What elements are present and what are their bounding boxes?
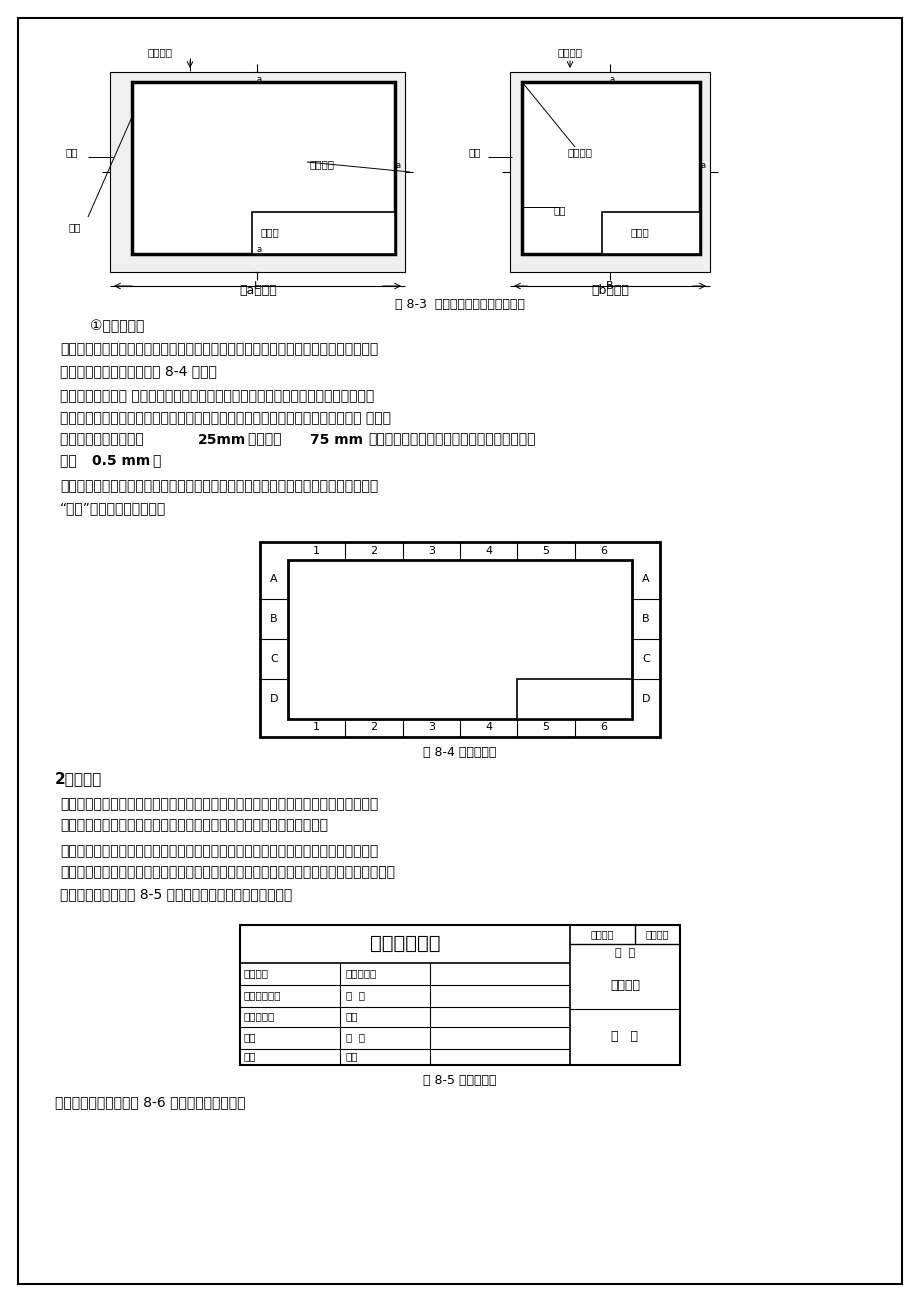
Bar	[516, 678, 631, 719]
Text: 3: 3	[427, 546, 435, 556]
Text: ，不大于: ，不大于	[248, 432, 286, 447]
Text: 目前我国尚没有统一规定标题栏的格式，各设计部门标题栏格式不一定相同。通常采用: 目前我国尚没有统一规定标题栏的格式，各设计部门标题栏格式不一定相同。通常采用	[60, 844, 378, 858]
Text: 周边: 周边	[469, 147, 481, 158]
Text: 2、标题栏: 2、标题栏	[55, 771, 102, 786]
Text: 电气工程图中常用图 8-5 所示标题栏格式，可供读者借鉴。: 电气工程图中常用图 8-5 所示标题栏格式，可供读者借鉴。	[60, 887, 292, 901]
Text: a: a	[395, 161, 400, 171]
Text: （a）横装: （a）横装	[239, 284, 277, 297]
Text: 对中符号: 对中符号	[567, 147, 592, 158]
Text: 6: 6	[599, 546, 607, 556]
Text: 区的长度一般应不小于: 区的长度一般应不小于	[60, 432, 148, 447]
Text: ①图纸的分区: ①图纸的分区	[90, 319, 144, 333]
Text: 图 8-5 标题栏格式: 图 8-5 标题栏格式	[423, 1074, 496, 1087]
Text: 描  图: 描 图	[346, 1032, 365, 1043]
Text: 制图: 制图	[346, 1012, 358, 1022]
Text: a: a	[699, 161, 705, 171]
Text: 5: 5	[542, 723, 549, 733]
Text: 设计单位名称: 设计单位名称	[369, 934, 440, 953]
Text: 6: 6	[599, 723, 607, 733]
Text: 75 mm: 75 mm	[310, 432, 363, 447]
Text: 图幅的分区，为了确定图中内容的位置及其他用途，往往需要将一些幅面较大的内容复: 图幅的分区，为了确定图中内容的位置及其他用途，往往需要将一些幅面较大的内容复	[60, 342, 378, 357]
Text: 图框: 图框	[69, 223, 81, 232]
Text: 2: 2	[370, 546, 377, 556]
Text: 工程名称: 工程名称	[590, 930, 614, 939]
Bar	[131, 82, 394, 254]
Text: 图 8-4 图幅的分区: 图 8-4 图幅的分区	[423, 746, 496, 759]
Text: C: C	[270, 654, 278, 664]
Bar	[110, 72, 404, 272]
Text: C: C	[641, 654, 649, 664]
Text: 4: 4	[484, 723, 492, 733]
Text: 专业工程师: 专业工程师	[244, 1012, 275, 1022]
Text: 图幅的分区方法是 等分图纸横向和紖向两边，紖边方向用大写拉丁字母编号，横边方: 图幅的分区方法是 等分图纸横向和紖向两边，紖边方向用大写拉丁字母编号，横边方	[60, 389, 374, 404]
Text: 图   号: 图 号	[611, 1030, 638, 1043]
Text: 设计计号: 设计计号	[645, 930, 668, 939]
Text: a: a	[256, 246, 261, 254]
Text: 1: 1	[312, 546, 320, 556]
Text: 5: 5	[542, 546, 549, 556]
Text: 小于: 小于	[60, 454, 81, 467]
Text: 标题栏: 标题栏	[630, 227, 649, 237]
Text: D: D	[641, 694, 650, 703]
Text: 设计总工程师: 设计总工程师	[244, 991, 281, 1000]
Text: （b）纻装: （b）纻装	[590, 284, 629, 297]
Text: 日期: 日期	[244, 1052, 256, 1061]
Text: 。: 。	[152, 454, 160, 467]
Text: D: D	[269, 694, 278, 703]
Text: B: B	[606, 281, 613, 292]
Text: 对中符号: 对中符号	[310, 159, 335, 169]
Text: 图纸分区后，相当于在图样上建立了一个坐标。电气图上的元件和连接线的位置可由此: 图纸分区后，相当于在图样上建立了一个坐标。电气图上的元件和连接线的位置可由此	[60, 479, 378, 493]
Text: 周边: 周边	[65, 147, 78, 158]
Bar	[521, 82, 699, 254]
Text: “坐标”而唯一地确定下来。: “坐标”而唯一地确定下来。	[60, 501, 166, 516]
Text: 比例: 比例	[346, 1052, 358, 1061]
Text: 1: 1	[312, 723, 320, 733]
Text: A: A	[270, 574, 278, 585]
Text: 0.5 mm: 0.5 mm	[92, 454, 150, 467]
Bar	[601, 212, 699, 254]
Bar	[252, 212, 394, 254]
Text: 向用阿拉伯数字编号，编号的顺序应从标题栏相对的左上角开始，分区数应为偶数 每一分: 向用阿拉伯数字编号，编号的顺序应从标题栏相对的左上角开始，分区数应为偶数 每一分	[60, 411, 391, 424]
Text: a: a	[256, 76, 261, 85]
Text: 项目名称: 项目名称	[609, 979, 640, 992]
Bar	[260, 542, 659, 737]
Text: 总工程师: 总工程师	[244, 969, 268, 979]
Text: L: L	[254, 281, 260, 292]
Text: B: B	[270, 615, 278, 624]
Text: 标题栏是用来确定图样的名称、图号、张次、更改和有关人员签署等内容的栏目，位于: 标题栏是用来确定图样的名称、图号、张次、更改和有关人员签署等内容的栏目，位于	[60, 797, 378, 811]
Text: 杂的电气图进行分区，如图 8-4 所示。: 杂的电气图进行分区，如图 8-4 所示。	[60, 365, 217, 378]
Text: ，对分区中符号应以粗实线给出，其线宽不宜: ，对分区中符号应以粗实线给出，其线宽不宜	[368, 432, 535, 447]
Bar	[288, 560, 631, 719]
Text: 4: 4	[484, 546, 492, 556]
Text: A: A	[641, 574, 649, 585]
Text: 主要设计人: 主要设计人	[346, 969, 377, 979]
Text: 组长: 组长	[244, 1032, 256, 1043]
Text: 图 8-3  不留装订边图样的图框格式: 图 8-3 不留装订边图样的图框格式	[394, 297, 525, 310]
Text: 图框边界: 图框边界	[557, 47, 582, 57]
Text: 2: 2	[370, 723, 377, 733]
Text: 图  号: 图 号	[614, 948, 634, 958]
Text: 25mm: 25mm	[198, 432, 246, 447]
Text: B: B	[641, 615, 649, 624]
Text: 3: 3	[427, 723, 435, 733]
Bar	[509, 72, 709, 272]
Text: 标题栏: 标题栏	[260, 227, 279, 237]
Text: a: a	[608, 76, 614, 85]
Text: 图框边界: 图框边界	[147, 47, 173, 57]
Text: 的标题栏格式应有以下内容：设计单位名称、工程名称、项目名称、图名、图别、图号等。: 的标题栏格式应有以下内容：设计单位名称、工程名称、项目名称、图名、图别、图号等。	[60, 866, 394, 879]
Text: 学生在作业时，采用图 8-6 所示的标题栏格式。: 学生在作业时，采用图 8-6 所示的标题栏格式。	[55, 1095, 245, 1109]
Text: 图样的下方或右下方。图中的说明、符号均应以标题栏的文字方向为准。: 图样的下方或右下方。图中的说明、符号均应以标题栏的文字方向为准。	[60, 819, 328, 832]
Bar	[240, 924, 679, 1065]
Text: 图框: 图框	[553, 204, 565, 215]
Text: 核  核: 核 核	[346, 991, 365, 1000]
